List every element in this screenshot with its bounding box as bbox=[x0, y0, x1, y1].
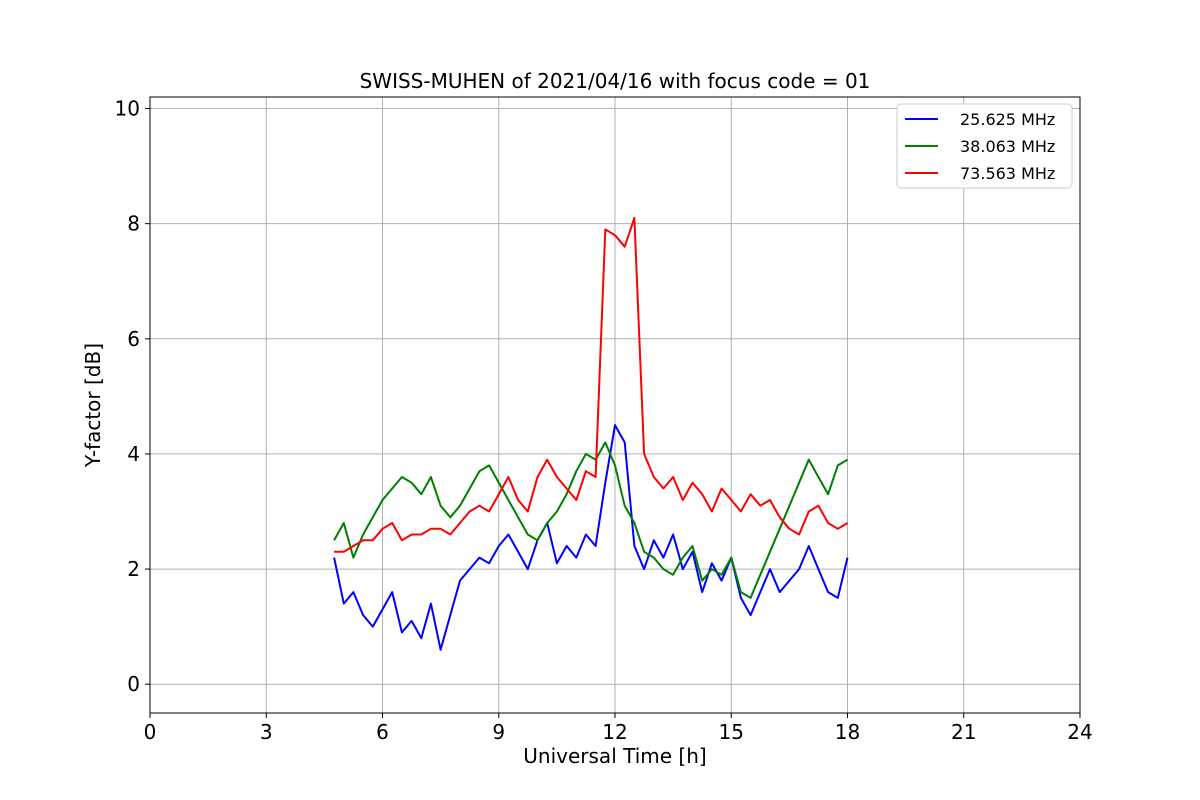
x-tick-label: 24 bbox=[1067, 720, 1092, 744]
series-line bbox=[334, 216, 849, 553]
series-lines bbox=[333, 216, 849, 651]
x-tick-label: 3 bbox=[260, 720, 273, 744]
y-tick-label: 6 bbox=[127, 327, 140, 351]
y-tick-label: 8 bbox=[127, 212, 140, 236]
legend-label: 73.563 MHz bbox=[960, 164, 1055, 183]
y-tick-label: 0 bbox=[127, 672, 140, 696]
legend-label: 25.625 MHz bbox=[960, 110, 1055, 129]
x-tick-label: 6 bbox=[376, 720, 389, 744]
x-tick-label: 21 bbox=[951, 720, 976, 744]
legend-label: 38.063 MHz bbox=[960, 137, 1055, 156]
x-tick-label: 18 bbox=[835, 720, 860, 744]
chart-title: SWISS-MUHEN of 2021/04/16 with focus cod… bbox=[360, 69, 871, 93]
y-axis-label: Y-factor [dB] bbox=[81, 343, 105, 468]
legend-frame bbox=[896, 103, 1073, 189]
series-line bbox=[333, 441, 849, 599]
x-tick-label: 9 bbox=[492, 720, 505, 744]
x-tick-label: 12 bbox=[602, 720, 627, 744]
x-axis-label: Universal Time [h] bbox=[523, 744, 706, 768]
legend: 25.625 MHz 38.063 MHz 73.563 MHz bbox=[896, 103, 1073, 189]
x-tick-label: 0 bbox=[144, 720, 157, 744]
series-line bbox=[333, 424, 849, 651]
y-tick-label: 4 bbox=[127, 442, 140, 466]
x-tick-label: 15 bbox=[719, 720, 744, 744]
y-tick-label: 2 bbox=[127, 557, 140, 581]
y-tick-label: 10 bbox=[115, 97, 140, 121]
